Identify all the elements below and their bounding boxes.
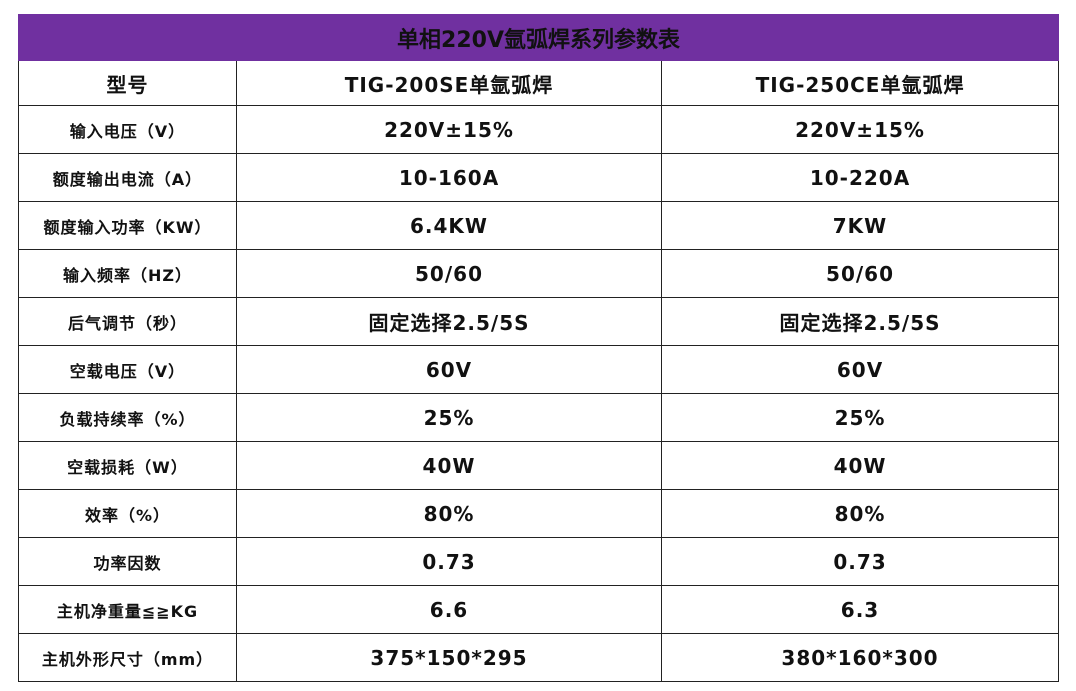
spec-table: 单相220V氩弧焊系列参数表 型号 TIG-200SE单氩弧焊 TIG-250CE单… [17,14,1060,682]
cell: 60V [660,345,1060,394]
cell: 0.73 [660,537,1060,586]
table-title: 单相220V氩弧焊系列参数表 [17,14,1060,61]
row-label: 主机净重量≦≧KG [18,585,237,634]
cell: 50/60 [236,249,662,298]
title-row: 单相220V氩弧焊系列参数表 [17,14,1060,61]
cell: 25% [236,393,662,442]
data-row: 效率（%） 80% 80% [18,489,1060,538]
row-label: 型号 [18,60,237,106]
table-body: 单相220V氩弧焊系列参数表 型号 TIG-200SE单氩弧焊 TIG-250CE单… [17,14,1060,682]
row-label: 功率因数 [18,537,237,586]
cell: 80% [660,489,1060,538]
row-label: 额度输出电流（A） [18,153,237,202]
data-row: 负载持续率（%） 25% 25% [18,393,1060,442]
data-row: 后气调节（秒） 固定选择2.5/5S 固定选择2.5/5S [18,297,1060,346]
row-label: 主机外形尺寸（mm） [18,633,237,682]
row-label: 后气调节（秒） [18,297,237,346]
data-row: 输入电压（V） 220V±15% 220V±15% [18,105,1060,154]
row-label: 输入电压（V） [18,105,237,154]
row-label: 空载电压（V） [18,345,237,394]
row-label: 效率（%） [18,489,237,538]
cell: 10-220A [660,153,1060,202]
data-row: 额度输出电流（A） 10-160A 10-220A [18,153,1060,202]
data-row: 功率因数 0.73 0.73 [18,537,1060,586]
header-row: 型号 TIG-200SE单氩弧焊 TIG-250CE单氩弧焊 [18,60,1060,106]
cell: 7KW [660,201,1060,250]
data-row: 主机外形尺寸（mm） 375*150*295 380*160*300 [18,633,1060,682]
cell: 380*160*300 [660,633,1060,682]
data-row: 空载损耗（W） 40W 40W [18,441,1060,490]
cell: 375*150*295 [236,633,662,682]
cell: 220V±15% [660,105,1060,154]
cell: 25% [660,393,1060,442]
cell: 0.73 [236,537,662,586]
cell: 60V [236,345,662,394]
row-label: 输入频率（HZ） [18,249,237,298]
data-row: 主机净重量≦≧KG 6.6 6.3 [18,585,1060,634]
cell: 80% [236,489,662,538]
cell: TIG-200SE单氩弧焊 [236,60,662,106]
cell: 40W [236,441,662,490]
cell: TIG-250CE单氩弧焊 [660,60,1060,106]
cell: 6.4KW [236,201,662,250]
data-row: 空载电压（V） 60V 60V [18,345,1060,394]
row-label: 额度输入功率（KW） [18,201,237,250]
cell: 220V±15% [236,105,662,154]
row-label: 空载损耗（W） [18,441,237,490]
cell: 50/60 [660,249,1060,298]
cell: 固定选择2.5/5S [660,297,1060,346]
data-row: 额度输入功率（KW） 6.4KW 7KW [18,201,1060,250]
cell: 10-160A [236,153,662,202]
cell: 40W [660,441,1060,490]
row-label: 负载持续率（%） [18,393,237,442]
cell: 6.6 [236,585,662,634]
cell: 6.3 [660,585,1060,634]
cell: 固定选择2.5/5S [236,297,662,346]
data-row: 输入频率（HZ） 50/60 50/60 [18,249,1060,298]
spec-sheet: 单相220V氩弧焊系列参数表 型号 TIG-200SE单氩弧焊 TIG-250CE单… [17,14,1060,682]
